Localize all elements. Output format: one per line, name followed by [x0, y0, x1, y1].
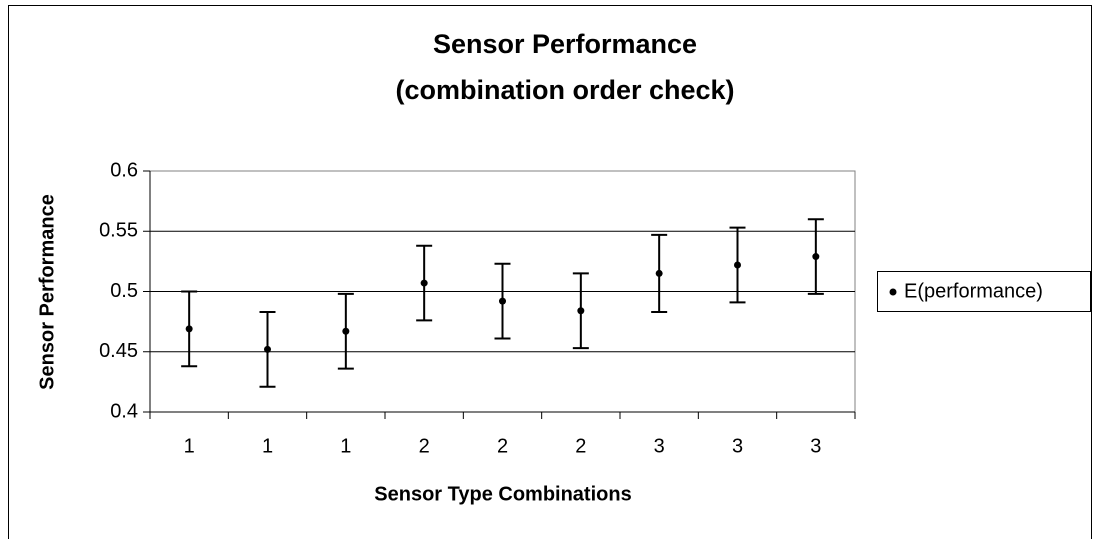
chart-title: Sensor Performance — [433, 29, 697, 59]
data-point — [264, 345, 271, 353]
data-point — [577, 307, 585, 315]
x-tick-label: 3 — [732, 435, 743, 457]
x-tick-label: 3 — [810, 435, 821, 457]
x-tick-label: 2 — [419, 435, 430, 457]
data-point — [420, 279, 428, 287]
x-tick-label: 1 — [262, 435, 273, 457]
y-axis-label: Sensor Performance — [36, 194, 58, 390]
legend-label: E(performance) — [904, 280, 1043, 302]
data-point — [734, 261, 741, 269]
data-point — [812, 253, 820, 261]
x-tick-label: 2 — [497, 435, 508, 457]
y-tick-label: 0.6 — [110, 159, 138, 181]
legend-box — [877, 271, 1091, 312]
chart-border — [8, 5, 1092, 539]
y-tick-label: 0.5 — [110, 280, 138, 302]
y-tick-label: 0.55 — [99, 220, 138, 242]
y-tick-label: 0.45 — [99, 340, 138, 362]
data-point — [499, 297, 506, 305]
x-tick-label: 1 — [184, 435, 195, 457]
data-point — [342, 327, 350, 335]
legend-marker — [889, 288, 897, 296]
data-point — [185, 325, 193, 333]
x-axis-label: Sensor Type Combinations — [374, 483, 631, 505]
y-tick-label: 0.4 — [110, 400, 138, 422]
chart-subtitle: (combination order check) — [395, 75, 734, 105]
x-tick-label: 2 — [575, 435, 586, 457]
x-tick-label: 1 — [340, 435, 351, 457]
data-point — [655, 269, 663, 277]
x-tick-label: 3 — [654, 435, 665, 457]
